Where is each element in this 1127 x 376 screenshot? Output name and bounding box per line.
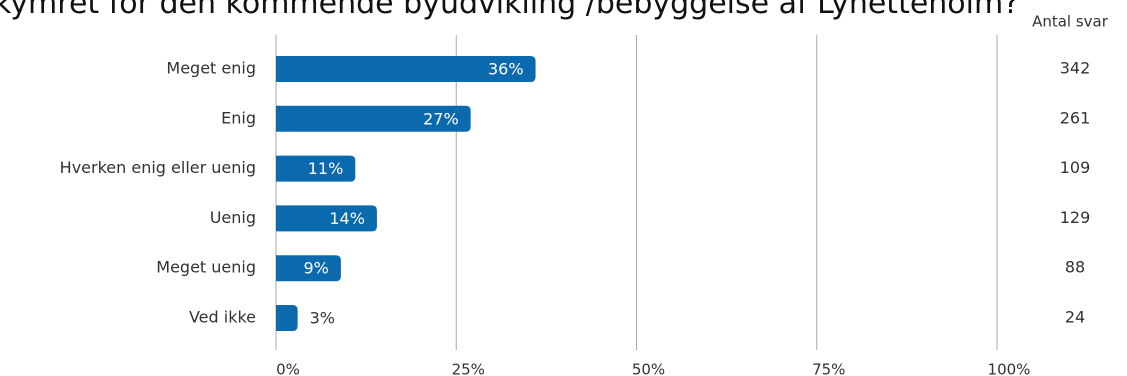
bar [276,56,536,82]
y-tick-label: Hverken enig eller uenig [60,158,256,177]
counts-header: Antal svar [1032,13,1109,31]
chart-title: kymret for den kommende byudvikling /beb… [0,0,1019,21]
value-label: 14% [329,209,365,228]
x-tick-label: 75% [812,361,845,376]
value-label: 3% [310,309,335,328]
bar [276,305,298,331]
y-tick-label: Ved ikke [189,308,256,327]
x-tick-label: 100% [988,361,1031,376]
bar [276,255,341,282]
x-tick-label: 50% [632,361,665,376]
value-label: 9% [303,259,328,278]
y-tick-label: Meget uenig [156,258,256,277]
value-label: 27% [423,109,459,128]
y-tick-label: Uenig [210,208,256,227]
count: 342 [1060,59,1091,78]
count: 24 [1065,308,1085,327]
bar [276,105,471,132]
y-tick-label: Meget enig [166,59,256,78]
value-label: 36% [488,60,524,79]
x-tick-label: 25% [452,361,485,376]
count: 88 [1065,258,1085,277]
count: 129 [1060,208,1091,227]
x-tick-label: 0% [276,361,300,376]
bar [276,205,377,232]
count: 261 [1060,108,1091,127]
value-label: 11% [308,159,344,178]
y-tick-label: Enig [221,108,256,127]
bar [276,155,356,182]
count: 109 [1060,158,1091,177]
